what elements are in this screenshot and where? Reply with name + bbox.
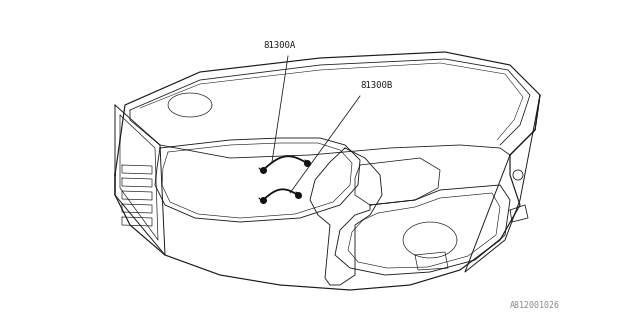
Text: 81300A: 81300A bbox=[263, 41, 295, 50]
Text: 81300B: 81300B bbox=[360, 81, 392, 90]
Text: A812001026: A812001026 bbox=[510, 301, 560, 310]
